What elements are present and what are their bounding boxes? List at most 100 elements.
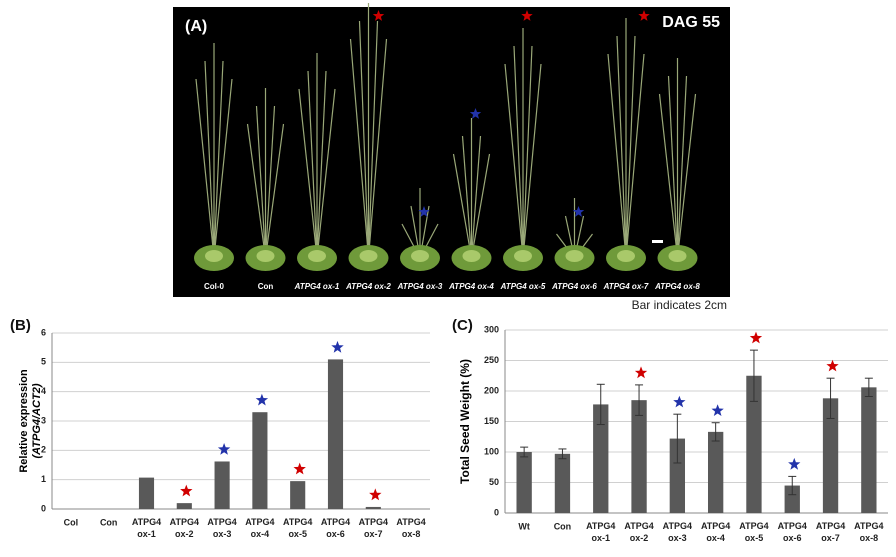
bar	[214, 461, 230, 509]
significance-star	[826, 359, 839, 372]
stem	[316, 88, 336, 259]
y-tick-label: 5	[41, 357, 46, 367]
photo-star	[572, 206, 585, 217]
stem	[213, 78, 233, 259]
plant-label: ATPG4 ox-4	[448, 282, 494, 291]
y-tick-label: 1	[41, 474, 46, 484]
plant-label: ATPG4 ox-8	[654, 282, 700, 291]
bar	[252, 412, 268, 509]
stem	[367, 20, 379, 259]
stem	[298, 88, 318, 259]
x-tick-label: ATPG4 ox-1	[586, 521, 615, 543]
y-tick-label: 150	[484, 416, 499, 426]
bar	[516, 452, 532, 513]
y-tick-label: 3	[41, 415, 46, 425]
x-tick-label: ATPG4 ox-5	[739, 521, 768, 543]
bar	[138, 477, 155, 509]
x-tick-label: ATPG4 ox-6	[321, 517, 350, 539]
stem	[204, 60, 215, 259]
x-tick-label: ATPG4 ox-7	[359, 517, 388, 539]
y-tick-label: 200	[484, 385, 499, 395]
rosette-center	[668, 250, 687, 262]
x-tick-label: ATPG4 ox-2	[624, 521, 653, 543]
stem	[607, 53, 627, 259]
rosette-center	[359, 250, 378, 262]
scale-note: Bar indicates 2cm	[632, 298, 727, 312]
photo-star	[469, 108, 482, 119]
rosette-center	[308, 250, 326, 262]
y-tick-label: 100	[484, 446, 499, 456]
x-tick-label: Con	[554, 521, 572, 531]
stem	[213, 60, 224, 259]
plant-label: ATPG4 ox-3	[397, 282, 443, 291]
photo-star	[372, 10, 385, 21]
stage-label: DAG 55	[662, 14, 720, 31]
y-axis-label-sub: (ATPG4/ACT2)	[31, 383, 43, 458]
stem	[522, 63, 542, 259]
stem	[504, 63, 524, 259]
bar	[861, 387, 877, 513]
y-axis-label: Relative expression	[18, 369, 30, 473]
stem	[349, 38, 370, 259]
significance-star	[331, 340, 344, 353]
significance-star	[217, 443, 231, 455]
significance-star	[673, 395, 686, 408]
stem	[452, 153, 473, 259]
significance-star	[634, 366, 648, 379]
stem	[307, 70, 318, 259]
stem	[255, 105, 267, 259]
stem	[616, 35, 627, 259]
rosette-center	[514, 250, 532, 262]
y-tick-label: 50	[489, 477, 499, 487]
stem	[522, 45, 533, 259]
y-tick-label: 2	[41, 445, 46, 455]
stem	[195, 78, 215, 259]
stem	[513, 45, 524, 259]
photo-star	[521, 10, 533, 21]
y-tick-label: 300	[484, 324, 499, 334]
x-tick-label: ATPG4 ox-2	[170, 517, 199, 539]
significance-star	[749, 331, 763, 344]
bar	[669, 438, 686, 513]
x-tick-label: ATPG4 ox-8	[854, 521, 883, 543]
rosette-center	[565, 250, 584, 262]
x-tick-label: ATPG4 ox-6	[778, 521, 807, 543]
x-tick-label: ATPG4 ox-3	[663, 521, 692, 543]
x-tick-label: Col	[64, 517, 79, 527]
bar	[784, 485, 800, 513]
stem	[461, 135, 473, 259]
bar	[554, 453, 571, 513]
y-tick-label: 0	[494, 507, 499, 517]
plant-label: ATPG4 ox-1	[294, 282, 340, 291]
bar	[290, 481, 306, 509]
significance-star	[788, 457, 801, 470]
panel-label: (A)	[185, 18, 207, 35]
plant-label: ATPG4 ox-5	[500, 282, 546, 291]
y-tick-label: 6	[41, 327, 46, 337]
bar	[593, 404, 609, 513]
x-tick-label: ATPG4 ox-7	[816, 521, 845, 543]
bar	[707, 431, 724, 513]
plant-label: ATPG4 ox-2	[345, 282, 391, 291]
stem	[246, 123, 267, 259]
stem	[676, 75, 688, 259]
significance-star	[180, 484, 193, 497]
stem	[658, 93, 679, 259]
bar	[746, 375, 762, 513]
y-tick-label: 4	[41, 386, 46, 396]
y-axis-label: Total Seed Weight (%)	[458, 359, 472, 484]
plant-label: ATPG4 ox-6	[551, 282, 597, 291]
rosette-center	[462, 250, 481, 262]
rosette-center	[411, 250, 429, 262]
plants	[194, 3, 698, 271]
y-tick-label: 250	[484, 355, 499, 365]
stem	[667, 75, 679, 259]
plant-label: ATPG4 ox-7	[603, 282, 649, 291]
bar	[327, 359, 344, 509]
stem	[264, 105, 276, 259]
bar	[365, 506, 381, 509]
stem	[316, 70, 327, 259]
x-tick-label: ATPG4 ox-3	[207, 517, 236, 539]
stem	[676, 93, 697, 259]
